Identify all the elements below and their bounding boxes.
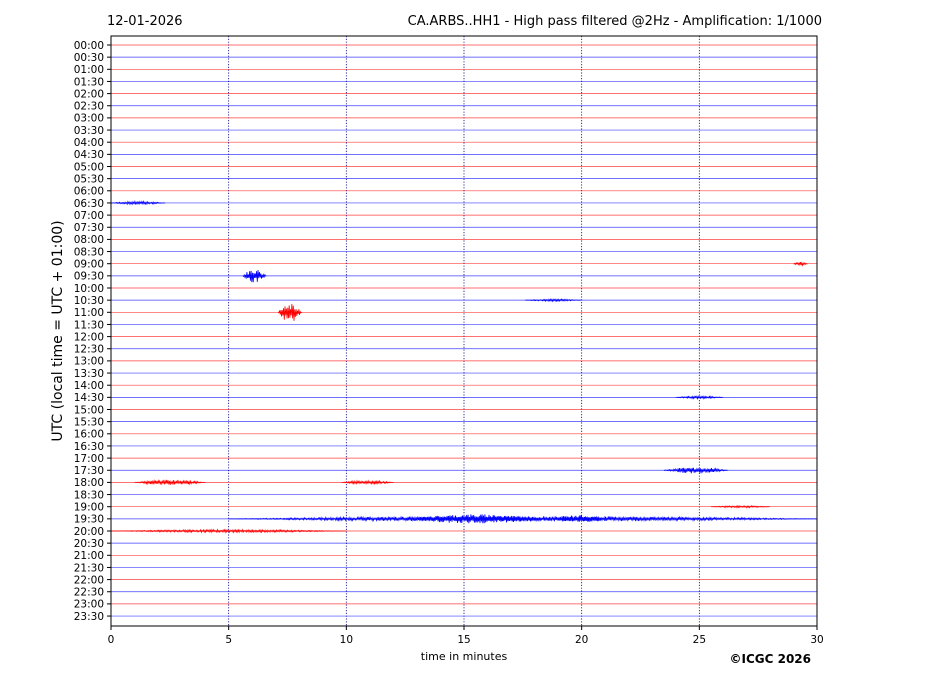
y-axis-label: UTC (local time = UTC + 01:00) bbox=[50, 220, 66, 441]
y-tick-label: 19:00 bbox=[74, 502, 104, 514]
y-tick-label: 06:00 bbox=[74, 186, 104, 198]
y-tick-label: 23:00 bbox=[74, 599, 104, 611]
y-tick-label: 14:00 bbox=[74, 380, 104, 392]
event-1800-8 bbox=[341, 479, 394, 486]
x-tick-label: 15 bbox=[457, 634, 470, 646]
y-tick-label: 05:30 bbox=[74, 173, 104, 185]
x-tick-label: 5 bbox=[225, 634, 232, 646]
event-1730-6 bbox=[664, 467, 728, 474]
y-tick-label: 17:00 bbox=[74, 453, 104, 465]
y-tick-label: 05:00 bbox=[74, 161, 104, 173]
y-tick-label: 10:30 bbox=[74, 295, 104, 307]
plot-area bbox=[110, 35, 818, 627]
y-tick-label: 08:00 bbox=[74, 234, 104, 246]
y-tick-label: 07:00 bbox=[74, 210, 104, 222]
y-tick-label: 09:30 bbox=[74, 271, 104, 283]
event-0930-2 bbox=[242, 269, 267, 283]
x-tick-label: 30 bbox=[810, 634, 823, 646]
y-tick-label: 03:00 bbox=[74, 113, 104, 125]
y-tick-label: 18:00 bbox=[74, 477, 104, 489]
event-1100-4 bbox=[277, 303, 302, 321]
vertical-grid bbox=[228, 36, 700, 626]
y-tick-label: 04:00 bbox=[74, 137, 104, 149]
event-1900-9 bbox=[711, 504, 770, 509]
y-tick-label: 15:30 bbox=[74, 416, 104, 428]
y-tick-label: 22:30 bbox=[74, 587, 104, 599]
event-0630-0 bbox=[111, 200, 166, 206]
y-tick-label: 07:30 bbox=[74, 222, 104, 234]
y-tick-label: 19:30 bbox=[74, 514, 104, 526]
x-tick-label: 0 bbox=[108, 634, 115, 646]
y-tick-label: 22:00 bbox=[74, 574, 104, 586]
y-tick-label: 16:00 bbox=[74, 429, 104, 441]
y-tick-labels: 00:0000:3001:0001:3002:0002:3003:0003:30… bbox=[74, 40, 111, 623]
y-tick-label: 12:00 bbox=[74, 331, 104, 343]
y-tick-label: 10:00 bbox=[74, 283, 104, 295]
y-tick-label: 08:30 bbox=[74, 246, 104, 258]
y-tick-label: 13:00 bbox=[74, 356, 104, 368]
y-tick-label: 14:30 bbox=[74, 392, 104, 404]
event-1800-7 bbox=[134, 479, 206, 486]
chart-title: CA.ARBS..HH1 - High pass filtered @2Hz -… bbox=[408, 14, 822, 29]
y-tick-label: 15:00 bbox=[74, 404, 104, 416]
y-tick-label: 03:30 bbox=[74, 125, 104, 137]
y-tick-label: 04:30 bbox=[74, 149, 104, 161]
x-tick-label: 20 bbox=[575, 634, 588, 646]
x-tick-label: 10 bbox=[340, 634, 353, 646]
trace-lines bbox=[111, 44, 817, 617]
event-2000-13 bbox=[111, 528, 347, 534]
y-tick-label: 20:30 bbox=[74, 538, 104, 550]
y-tick-label: 01:30 bbox=[74, 76, 104, 88]
y-tick-label: 06:30 bbox=[74, 198, 104, 210]
event-1930-12 bbox=[553, 515, 606, 522]
copyright-text: ©ICGC 2026 bbox=[729, 652, 811, 666]
y-tick-label: 01:00 bbox=[74, 64, 104, 76]
y-tick-label: 21:00 bbox=[74, 550, 104, 562]
y-tick-label: 11:00 bbox=[74, 307, 104, 319]
y-tick-label: 00:00 bbox=[74, 40, 104, 52]
y-tick-label: 23:30 bbox=[74, 611, 104, 623]
y-tick-label: 18:30 bbox=[74, 489, 104, 501]
seismic-events bbox=[111, 200, 817, 534]
event-1430-5 bbox=[675, 395, 723, 401]
y-tick-label: 16:30 bbox=[74, 441, 104, 453]
event-1030-3 bbox=[525, 298, 582, 303]
y-tick-label: 17:30 bbox=[74, 465, 104, 477]
x-tick-labels: 0 5 10 15 20 25 30 bbox=[108, 626, 824, 646]
y-tick-label: 02:00 bbox=[74, 88, 104, 100]
y-tick-label: 13:30 bbox=[74, 368, 104, 380]
y-tick-label: 20:00 bbox=[74, 526, 104, 538]
y-tick-label: 21:30 bbox=[74, 562, 104, 574]
y-tick-label: 11:30 bbox=[74, 319, 104, 331]
event-0900-1 bbox=[793, 261, 808, 267]
y-tick-label: 09:00 bbox=[74, 259, 104, 271]
x-tick-label: 25 bbox=[693, 634, 706, 646]
y-tick-label: 12:30 bbox=[74, 344, 104, 356]
chart-date: 12-01-2026 bbox=[107, 14, 183, 29]
event-1930-11 bbox=[405, 514, 547, 524]
x-axis-label: time in minutes bbox=[421, 650, 508, 663]
y-tick-label: 00:30 bbox=[74, 52, 104, 64]
y-tick-label: 02:30 bbox=[74, 101, 104, 113]
